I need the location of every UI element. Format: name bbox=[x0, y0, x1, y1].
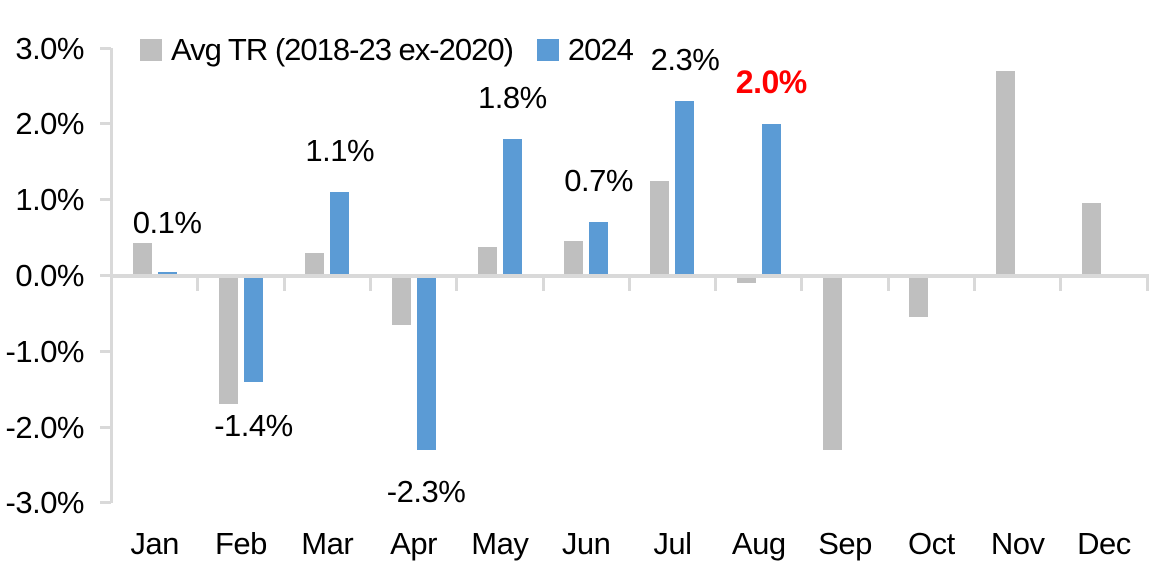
x-axis-label-oct: Oct bbox=[907, 526, 955, 561]
y-axis-label: 2.0% bbox=[15, 106, 84, 142]
x-axis-label-apr: Apr bbox=[390, 526, 437, 561]
bar-avg-tr-apr bbox=[391, 275, 411, 325]
bar-avg-tr-aug bbox=[736, 275, 756, 284]
legend-label-avg-tr: Avg TR (2018-23 ex-2020) bbox=[171, 32, 514, 67]
y-axis-tick bbox=[100, 198, 111, 202]
bar-avg-tr-mar bbox=[305, 252, 325, 276]
x-axis-label-feb: Feb bbox=[214, 526, 267, 561]
y-axis-label: 1.0% bbox=[15, 182, 84, 218]
bar-2024-may bbox=[502, 139, 522, 276]
data-label-may: 1.8% bbox=[478, 80, 547, 115]
bar-avg-tr-jul bbox=[650, 180, 670, 276]
y-axis-label: 0.0% bbox=[15, 258, 84, 293]
data-label-aug: 2.0% bbox=[735, 63, 807, 100]
x-axis-tick bbox=[541, 275, 545, 291]
data-label-jan: 0.1% bbox=[132, 204, 202, 240]
x-axis-label-may: May bbox=[471, 526, 529, 561]
y-axis-label: -1.0% bbox=[5, 333, 85, 369]
bar-avg-tr-dec bbox=[1081, 203, 1101, 276]
y-axis-tick bbox=[100, 46, 111, 50]
y-axis-tick bbox=[100, 425, 111, 429]
x-axis-tick bbox=[282, 275, 286, 291]
bar-avg-tr-oct bbox=[909, 275, 929, 318]
y-axis-label: -3.0% bbox=[5, 485, 85, 521]
bar-2024-feb bbox=[243, 275, 263, 382]
x-axis-tick bbox=[368, 275, 372, 291]
bar-2024-jun bbox=[589, 222, 609, 276]
x-axis-tick bbox=[973, 275, 976, 291]
x-axis-label-nov: Nov bbox=[990, 526, 1045, 561]
bar-avg-tr-jan bbox=[132, 242, 152, 276]
y-axis-tick bbox=[100, 349, 111, 353]
y-axis-tick bbox=[100, 122, 111, 126]
x-axis-tick bbox=[196, 275, 200, 291]
x-axis-label-jan: Jan bbox=[130, 526, 179, 561]
x-axis-label-dec: Dec bbox=[1077, 526, 1131, 561]
data-label-jun: 0.7% bbox=[564, 163, 633, 199]
x-axis-label-jul: Jul bbox=[653, 526, 692, 561]
x-axis-tick bbox=[110, 275, 113, 291]
x-axis-label-jun: Jun bbox=[561, 526, 611, 561]
data-label-mar: 1.1% bbox=[305, 133, 375, 169]
y-axis-tick bbox=[100, 501, 111, 505]
x-axis-tick bbox=[455, 275, 459, 291]
x-axis-tick bbox=[800, 275, 804, 291]
bar-avg-tr-nov bbox=[995, 70, 1015, 276]
bar-2024-aug bbox=[761, 123, 781, 276]
bar-avg-tr-jun bbox=[564, 240, 584, 276]
bar-avg-tr-sep bbox=[823, 275, 843, 450]
data-label-apr: -2.3% bbox=[386, 473, 466, 509]
x-axis-tick bbox=[714, 275, 718, 291]
data-label-feb: -1.4% bbox=[214, 408, 293, 444]
data-label-jul: 2.3% bbox=[650, 42, 720, 78]
x-axis-tick bbox=[1059, 275, 1063, 291]
legend-item-2024: 2024 bbox=[536, 32, 634, 67]
bar-avg-tr-may bbox=[477, 247, 497, 276]
y-axis-tick bbox=[100, 274, 111, 277]
bar-2024-apr bbox=[416, 275, 436, 450]
x-axis-tick bbox=[886, 275, 890, 291]
legend-item-avg-tr: Avg TR (2018-23 ex-2020) bbox=[140, 32, 514, 67]
x-axis-label-mar: Mar bbox=[301, 526, 354, 561]
bar-avg-tr-feb bbox=[218, 275, 238, 405]
legend: Avg TR (2018-23 ex-2020) 2024 bbox=[140, 32, 634, 67]
bar-2024-mar bbox=[330, 192, 350, 276]
bar-2024-jul bbox=[675, 101, 695, 276]
x-axis-label-sep: Sep bbox=[818, 526, 872, 561]
legend-swatch-2024 bbox=[536, 39, 559, 61]
x-axis-label-aug: Aug bbox=[731, 526, 786, 561]
y-axis-label: -2.0% bbox=[5, 409, 85, 445]
legend-label-2024: 2024 bbox=[567, 32, 634, 67]
legend-swatch-avg-tr bbox=[140, 39, 162, 61]
x-axis-tick bbox=[627, 275, 631, 291]
x-axis-tick bbox=[1145, 275, 1149, 291]
y-axis-label: 3.0% bbox=[15, 30, 84, 66]
